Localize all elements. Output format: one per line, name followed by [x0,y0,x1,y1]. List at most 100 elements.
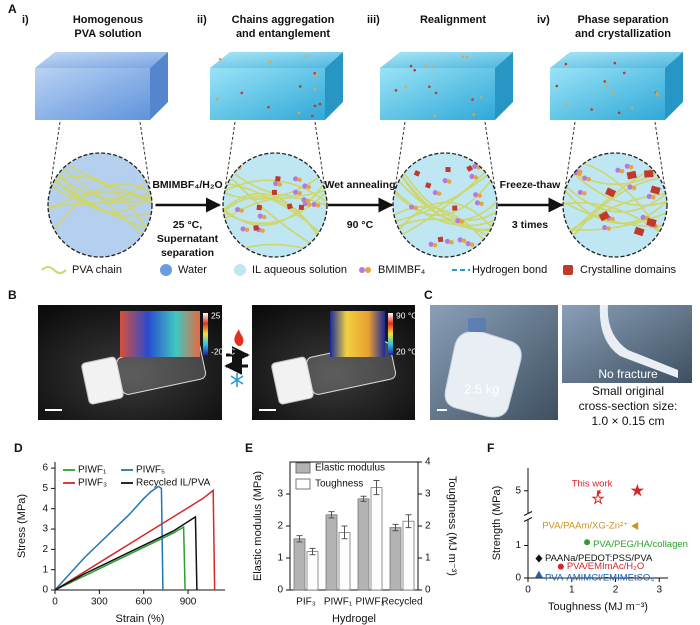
crystalline-domain [271,189,277,195]
legend-label: PVA chain [72,264,122,276]
bar [402,520,415,591]
x-axis-label: Toughness (MJ m⁻³) [548,601,648,613]
cube-particle [655,91,658,95]
pva-chain [48,191,152,212]
il-ion [602,224,608,231]
pva-chain [48,167,152,201]
data-point [584,539,591,546]
error-bar [341,525,348,540]
process-condition: 3 times [512,219,548,231]
il-ion [582,175,588,181]
il-ion [428,241,434,247]
y-tick-label: 1 [42,564,48,575]
y-tick-label: 6 [42,463,48,474]
cube-particle [613,61,617,65]
il-ion [606,226,611,231]
il-ion [413,205,418,211]
y-axis-label: Stress (MPa) [16,494,28,558]
zoom-line [224,121,236,190]
il-ion [273,180,279,187]
x-tick-label: 300 [91,597,108,608]
il-ion [301,197,307,203]
step-title: Phase separation [577,14,668,26]
il-ion [257,213,263,219]
il-ion [651,195,656,200]
il-ion [627,184,633,190]
il-ion [473,192,479,198]
crystalline-domain [650,185,661,195]
error-bar [405,514,412,529]
axes-frame [289,461,419,591]
legend-symbol [365,267,371,273]
cube-particle [215,97,219,101]
x-tick-label: 0 [52,597,58,608]
il-ion [262,214,267,220]
il-ion [631,185,637,191]
panel-label: A [8,2,17,16]
pva-chain [48,175,152,237]
legend-symbol [160,264,172,276]
step-title: Realignment [420,14,486,26]
step-title: Chains aggregation [232,14,335,26]
il-ion [449,240,454,245]
il-ion [469,173,475,180]
point-label: PVA/PEG/HA/collagen [593,539,688,550]
legend-symbol [41,266,67,274]
crystalline-domain [644,170,654,178]
bottle-cap [468,318,486,332]
il-ion [235,206,241,213]
cube-particle [433,114,437,118]
il-ion [260,228,265,233]
step-title: Homogenous [73,14,143,26]
pva-chain [223,195,327,249]
zoom-content [393,155,497,257]
bar [389,527,402,591]
process-condition: Freeze-thaw [500,179,562,191]
legend-label: Recycled IL/PVA [136,478,211,489]
zoom-line [484,121,496,190]
y2-tick-label: 0 [425,585,431,596]
zoom-line [564,121,576,190]
crystalline-domain [413,170,421,177]
legend-label: Hydrogen bond [472,264,547,276]
cube-particle [603,80,607,83]
y2-tick-label: 3 [425,489,431,500]
pva-chain [393,188,497,227]
legend-symbol [234,264,246,276]
il-ion [629,164,634,170]
il-ion [465,241,471,247]
zoom-circle [393,153,497,257]
x-tick-label: PIF₃ [296,597,316,608]
cube-particle [622,71,626,75]
crystalline-domain [275,175,281,182]
il-ion [610,216,615,222]
crystalline-domain [437,236,444,243]
panel-label: C [424,288,433,302]
zoom-line [49,121,61,190]
point-label: This work [572,478,613,489]
cube-front [550,68,665,120]
pva-chain [563,201,667,239]
il-ion [470,242,475,247]
cube-particle [404,85,408,89]
process-condition: Supernatant [157,233,219,245]
zoom-line [394,121,406,190]
il-ion [240,226,246,232]
il-ion [432,189,438,196]
y-tick-label: 1 [515,540,521,551]
cube-particle [318,102,322,106]
point-label: PVA-AMIMCl/EMIMEtSO₄ [545,572,654,583]
il-ion [244,227,250,233]
data-point [630,483,645,497]
crystalline-domain [466,165,474,172]
cube-front [380,68,495,120]
legend-label: Elastic modulus [315,463,385,474]
cube-particle [313,71,316,75]
note-label: No fracture [598,367,658,381]
colorbar-max: 90 °C [396,310,417,320]
il-ion [457,237,463,243]
il-ion [307,202,312,207]
cube-particle [434,91,438,95]
cube-particle [656,94,660,97]
y2-axis-label: Toughness (MJ m⁻³) [446,476,458,576]
